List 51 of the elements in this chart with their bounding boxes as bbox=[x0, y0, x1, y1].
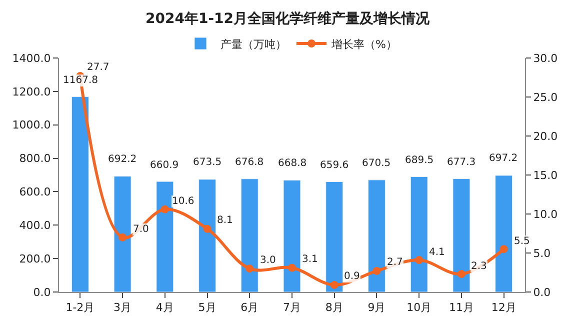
x-tick-label: 6月 bbox=[240, 301, 259, 314]
legend-label: 产量（万吨） bbox=[220, 38, 286, 51]
y-tick-label: 1400.0 bbox=[12, 52, 51, 65]
data-label: 697.2 bbox=[489, 153, 518, 164]
x-tick-label: 4月 bbox=[156, 301, 174, 314]
y2-tick-label: 20.0 bbox=[533, 130, 558, 143]
y2-tick-label: 0.0 bbox=[533, 286, 551, 299]
x-tick-label: 8月 bbox=[325, 301, 344, 314]
x-tick-label: 9月 bbox=[368, 301, 386, 314]
legend-label: 增长率（%） bbox=[330, 38, 397, 51]
data-label: 659.6 bbox=[320, 160, 349, 171]
x-tick-label: 11月 bbox=[448, 301, 474, 314]
y2-tick-label: 15.0 bbox=[533, 168, 558, 182]
data-label: 10.6 bbox=[172, 196, 194, 207]
data-label: 5.5 bbox=[514, 236, 530, 247]
data-label: 0.9 bbox=[344, 271, 360, 282]
y2-tick-label: 5.0 bbox=[533, 246, 551, 260]
x-tick-label: 3月 bbox=[114, 301, 132, 314]
data-label: 2.7 bbox=[387, 257, 403, 268]
data-label: 27.7 bbox=[87, 62, 110, 73]
data-label: 689.5 bbox=[405, 155, 434, 166]
data-label: 676.8 bbox=[235, 157, 264, 168]
y-tick-label: 1000.0 bbox=[12, 118, 51, 132]
x-tick-label: 12月 bbox=[491, 301, 516, 314]
data-label: 692.2 bbox=[108, 154, 137, 165]
data-label: 668.8 bbox=[278, 158, 307, 169]
y-tick-label: 600.0 bbox=[19, 186, 51, 199]
y-tick-label: 400.0 bbox=[19, 218, 51, 232]
y2-tick-label: 30.0 bbox=[533, 52, 558, 65]
data-label: 7.0 bbox=[133, 224, 149, 235]
x-tick-label: 5月 bbox=[198, 301, 216, 314]
data-label: 660.9 bbox=[150, 160, 179, 171]
y-tick-label: 0.0 bbox=[33, 286, 51, 299]
data-label: 677.3 bbox=[447, 157, 476, 168]
y-tick-label: 1200.0 bbox=[12, 85, 51, 98]
data-label: 4.1 bbox=[429, 247, 445, 258]
chart-title: 2024年1-12月全国化学纤维产量及增长情况 bbox=[146, 10, 430, 27]
y2-tick-label: 10.0 bbox=[533, 208, 558, 221]
x-tick-label: 1-2月 bbox=[66, 301, 95, 314]
y2-tick-label: 25.0 bbox=[533, 90, 558, 104]
y-tick-label: 200.0 bbox=[19, 252, 51, 266]
data-label: 8.1 bbox=[217, 215, 233, 226]
y-tick-label: 800.0 bbox=[19, 152, 51, 166]
data-label: 3.1 bbox=[302, 254, 318, 265]
x-tick-label: 10月 bbox=[406, 301, 432, 314]
data-label: 673.5 bbox=[193, 157, 222, 168]
data-label: 2.3 bbox=[471, 261, 487, 272]
data-label: 670.5 bbox=[362, 158, 391, 169]
x-tick-label: 7月 bbox=[283, 301, 301, 314]
data-label: 3.0 bbox=[260, 255, 276, 266]
data-label: 1167.8 bbox=[63, 75, 98, 86]
